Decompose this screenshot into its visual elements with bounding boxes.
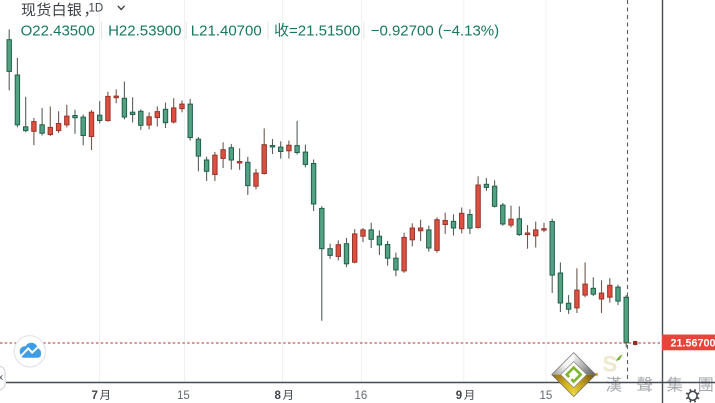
svg-text:O22.43500: O22.43500 [21, 23, 95, 40]
svg-text:−0.92700 (−4.13%): −0.92700 (−4.13%) [371, 23, 499, 40]
svg-text:=21.51500: =21.51500 [289, 23, 360, 40]
svg-text:21.56700: 21.56700 [671, 338, 715, 350]
svg-text:7: 7 [92, 390, 98, 402]
svg-text:x: x [0, 372, 4, 382]
svg-text:15: 15 [177, 390, 190, 402]
svg-text:9: 9 [456, 390, 462, 402]
svg-text:15: 15 [540, 390, 553, 402]
svg-text:1D: 1D [89, 3, 104, 15]
svg-text:L21.40700: L21.40700 [191, 23, 262, 40]
svg-text:H22.53900: H22.53900 [108, 23, 181, 40]
svg-text:16: 16 [355, 390, 368, 402]
svg-text:8: 8 [275, 390, 282, 402]
svg-text:S: S [603, 352, 618, 377]
